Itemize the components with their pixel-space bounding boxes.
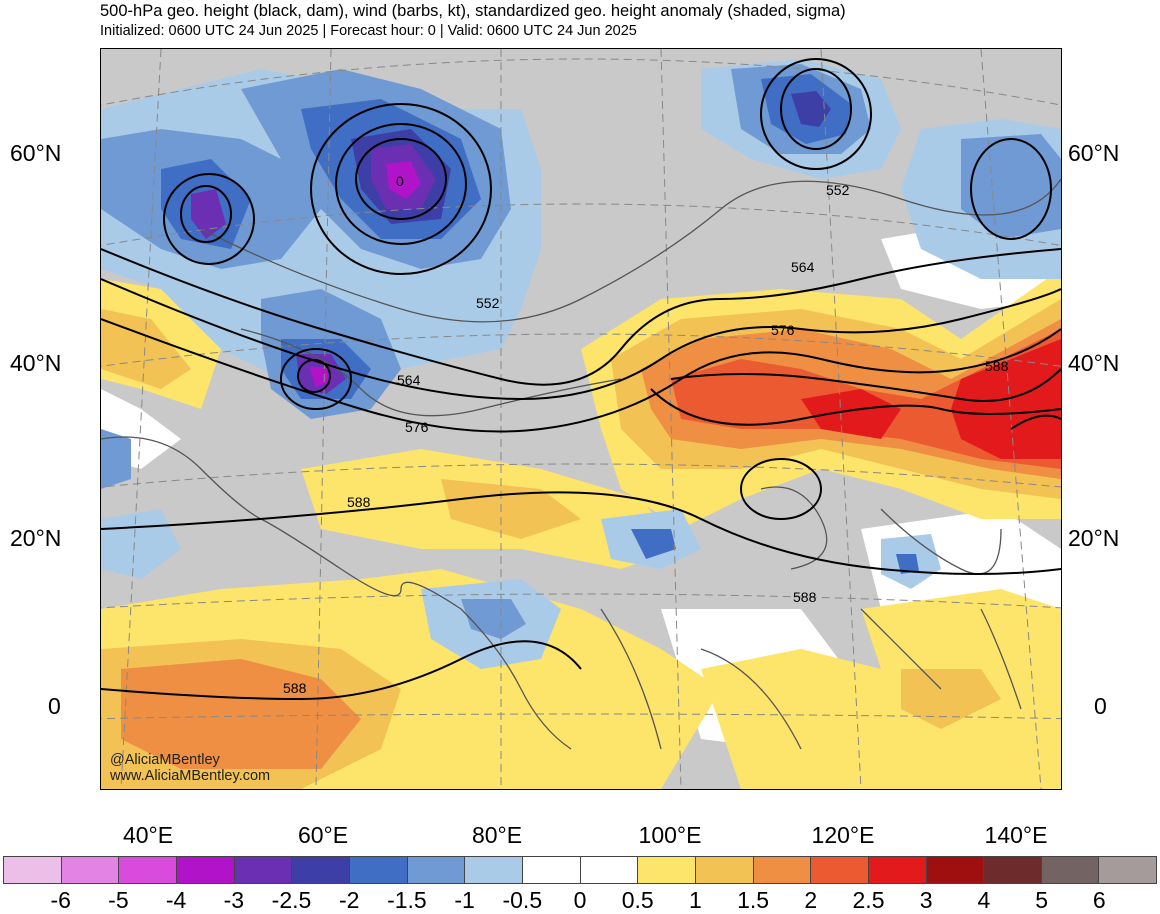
- credit-handle: @AliciaMBentley: [110, 752, 220, 768]
- colorbar-label: 2.5: [852, 887, 885, 913]
- colorbar-swatch: [926, 857, 985, 883]
- colorbar-label: -6: [50, 887, 71, 913]
- colorbar-label: 0.5: [621, 887, 654, 913]
- contour-label: 564: [397, 372, 421, 388]
- contour-label: 576: [405, 419, 429, 435]
- lon-label-80e: 80°E: [471, 822, 523, 848]
- colorbar-label: 1: [688, 887, 702, 913]
- colorbar-swatch: [522, 857, 581, 883]
- colorbar-label: 0: [573, 887, 587, 913]
- colorbar-swatch: [868, 857, 927, 883]
- contour-label: 588: [347, 494, 371, 510]
- lon-label-140e: 140°E: [984, 822, 1048, 848]
- map-panel: 0 552 552 564 564 576 576 588 588 588 58…: [100, 48, 1062, 790]
- colorbar-label: -5: [108, 887, 129, 913]
- lat-label-left-40n: 40°N: [10, 350, 62, 376]
- colorbar-swatch: [349, 857, 408, 883]
- colorbar-label: -0.5: [502, 887, 543, 913]
- colorbar-label: -1: [454, 887, 475, 913]
- contour-label: 564: [791, 259, 815, 275]
- colorbar-swatch: [638, 857, 696, 883]
- lat-label-right-20n: 20°N: [1068, 525, 1120, 551]
- colorbar-label: -4: [165, 887, 187, 913]
- contour-label: 552: [826, 182, 850, 198]
- lat-label-left-20n: 20°N: [10, 525, 62, 551]
- colorbar-label: 5: [1035, 887, 1048, 913]
- colorbar-swatch: [695, 857, 754, 883]
- colorbar-swatch: [234, 857, 293, 883]
- map-svg: [101, 49, 1061, 789]
- colorbar-label: 6: [1092, 887, 1106, 913]
- lon-label-60e: 60°E: [297, 822, 349, 848]
- colorbar-label: -2.5: [271, 887, 312, 913]
- contour-label: 588: [283, 680, 307, 696]
- colorbar-swatch: [1099, 857, 1157, 883]
- lat-label-right-0: 0: [1094, 693, 1107, 719]
- colorbar-label: 3: [919, 887, 933, 913]
- colorbar-label: -1.5: [387, 887, 427, 913]
- colorbar-swatch: [465, 857, 523, 883]
- lon-label-120e: 120°E: [811, 822, 875, 848]
- colorbar-swatch: [61, 857, 120, 883]
- colorbar-swatch: [580, 857, 639, 883]
- lon-label-100e: 100°E: [638, 822, 702, 848]
- lon-label-40e: 40°E: [122, 822, 174, 848]
- colorbar-label: 4: [977, 887, 991, 913]
- lat-label-left-60n: 60°N: [10, 140, 62, 166]
- colorbar-swatch: [119, 857, 177, 883]
- colorbar-label: 1.5: [737, 887, 770, 913]
- colorbar-swatch: [4, 857, 62, 883]
- contour-label: 588: [793, 589, 817, 605]
- colorbar-swatch: [407, 857, 466, 883]
- chart-subtitle: Initialized: 0600 UTC 24 Jun 2025 | Fore…: [100, 23, 637, 39]
- lat-label-right-40n: 40°N: [1068, 350, 1120, 376]
- contour-label: 552: [476, 295, 500, 311]
- colorbar-swatch: [984, 857, 1042, 883]
- colorbar-label: -3: [223, 887, 245, 913]
- colorbar-swatch: [1041, 857, 1100, 883]
- colorbar-swatch: [811, 857, 869, 883]
- colorbar-swatch: [292, 857, 350, 883]
- chart-title: 500-hPa geo. height (black, dam), wind (…: [100, 2, 846, 20]
- colorbar-swatch: [753, 857, 812, 883]
- lat-label-left-0: 0: [48, 693, 61, 719]
- colorbar-swatch: [176, 857, 235, 883]
- colorbar: [3, 856, 1157, 884]
- colorbar-label: -2: [338, 887, 360, 913]
- lat-label-right-60n: 60°N: [1068, 140, 1120, 166]
- colorbar-label: 2: [804, 887, 818, 913]
- credit-website: www.AliciaMBentley.com: [110, 768, 271, 784]
- contour-label: 588: [985, 358, 1009, 374]
- contour-label: 0: [396, 173, 404, 189]
- contour-label: 576: [771, 322, 795, 338]
